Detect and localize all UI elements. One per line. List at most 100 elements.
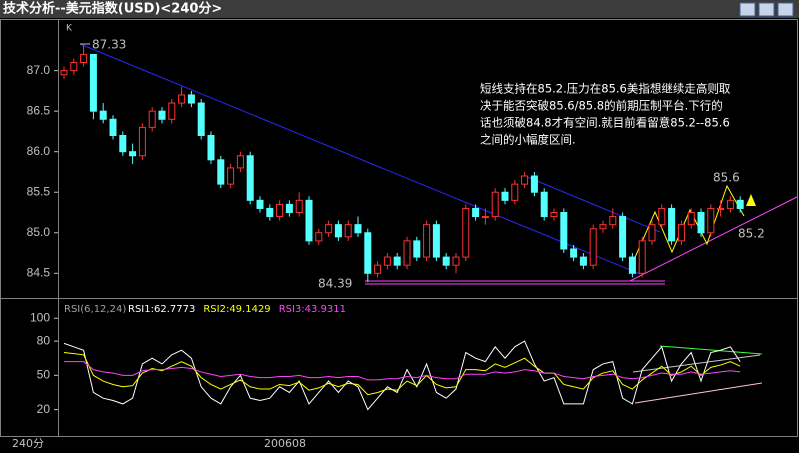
- candle-body: [687, 212, 695, 226]
- candle-body: [236, 155, 244, 169]
- candle-body: [462, 207, 470, 258]
- candle-body: [168, 102, 176, 120]
- candle-body: [530, 175, 538, 193]
- candle-body: [677, 224, 685, 242]
- candle-body: [197, 102, 205, 136]
- candle-body: [521, 175, 529, 185]
- candle-body: [354, 224, 362, 234]
- y-tick-label: 86.5: [27, 103, 51, 117]
- y-tick-label: 86.0: [27, 144, 51, 158]
- candle-body: [334, 224, 342, 238]
- candle-body: [138, 126, 146, 157]
- candle-body: [119, 134, 127, 153]
- y-tick-label: 80: [37, 333, 51, 347]
- y-tick-label: 84.5: [27, 265, 51, 279]
- note-line: 话也须破84.8才有空间.就目前看留意85.2--85.6: [480, 116, 730, 130]
- candle-body: [148, 110, 156, 128]
- candle-body: [374, 264, 382, 274]
- candle-body: [109, 118, 117, 136]
- candle-body: [442, 256, 450, 266]
- candle-body: [285, 203, 293, 214]
- candle-body: [129, 151, 137, 157]
- candle-body: [325, 224, 333, 234]
- candle-body: [315, 232, 323, 242]
- candle-body: [511, 183, 519, 201]
- candle-body: [158, 110, 166, 120]
- candle-body: [80, 53, 88, 64]
- legend-entry: RSI2:49.1429: [203, 304, 270, 315]
- arrow: [746, 194, 756, 206]
- note-line: 决于能否突破85.6/85.8的前期压制平台.下行的: [480, 99, 723, 113]
- candle-body: [736, 199, 744, 209]
- y-tick-label: 87.0: [27, 63, 51, 77]
- candle-body: [717, 207, 725, 210]
- candle-body: [70, 62, 78, 72]
- trend-lines: [79, 43, 798, 404]
- candle-body: [668, 207, 676, 242]
- candle-body: [227, 167, 235, 185]
- rsi-resistance: [659, 345, 763, 355]
- candle-body: [432, 224, 440, 258]
- annotation: 87.33: [92, 38, 126, 52]
- candle-body: [628, 256, 636, 274]
- candle-body: [217, 159, 225, 185]
- frames: [0, 19, 798, 437]
- candle-body: [599, 224, 607, 230]
- candle-body: [246, 155, 254, 201]
- candle-body: [403, 240, 411, 266]
- candle-body: [89, 53, 97, 112]
- candle-body: [423, 224, 431, 258]
- window-title: 技术分析--美元指数(USD)<240分>: [3, 1, 222, 17]
- candle-body: [364, 232, 372, 274]
- rising-line: [629, 196, 798, 282]
- candle-body: [481, 216, 489, 219]
- trend-line: [79, 43, 641, 275]
- window-buttons[interactable]: [739, 2, 794, 17]
- next-button[interactable]: [758, 2, 775, 17]
- y-tick-label: 85.0: [27, 225, 51, 239]
- rsi-line: [64, 361, 741, 381]
- rsi-line: [63, 352, 741, 396]
- candle-body: [99, 110, 107, 120]
- y-tick-label: 85.5: [27, 184, 51, 198]
- candle-body: [570, 248, 578, 258]
- prev-button[interactable]: [739, 2, 756, 17]
- candle-body: [295, 199, 303, 214]
- rsi-line: [63, 340, 741, 411]
- candle-body: [697, 212, 705, 234]
- rsi-trend: [632, 354, 761, 373]
- legend-entry: RSI1:62.7773: [128, 304, 195, 315]
- candle-body: [256, 199, 264, 209]
- note-line: 之间的小幅度区间.: [480, 133, 576, 147]
- candle-body: [344, 224, 352, 238]
- candle-body: [60, 70, 68, 76]
- annotation: 85.2: [738, 227, 765, 241]
- candle-body: [276, 203, 284, 218]
- close-button[interactable]: [777, 2, 794, 17]
- candle-body: [560, 212, 568, 250]
- candle-body: [452, 256, 460, 266]
- trend-line: [524, 175, 661, 233]
- candle-body: [550, 212, 558, 218]
- legend-entry: RSI3:43.9311: [279, 304, 346, 315]
- candle-body: [619, 216, 627, 258]
- candle-body: [491, 191, 499, 218]
- candle-body: [589, 228, 597, 266]
- annotation: 84.39: [318, 277, 352, 291]
- y-tick-label: 100: [30, 310, 50, 324]
- candle-body: [579, 256, 587, 266]
- annotation: 85.6: [713, 171, 740, 185]
- k-label: K: [66, 24, 73, 34]
- period-label: 240分: [12, 437, 44, 450]
- candle-body: [638, 240, 646, 274]
- x-tick-label: 200608: [264, 437, 306, 450]
- note-line: 短线支持在85.2.压力在85.6美指想继续走高则取: [480, 82, 731, 96]
- y-tick-label: 20: [37, 402, 51, 416]
- title-bar: [0, 0, 799, 18]
- candle-body: [726, 199, 734, 209]
- candle-body: [413, 240, 421, 258]
- candle-body: [393, 256, 401, 266]
- candle-body: [707, 207, 715, 234]
